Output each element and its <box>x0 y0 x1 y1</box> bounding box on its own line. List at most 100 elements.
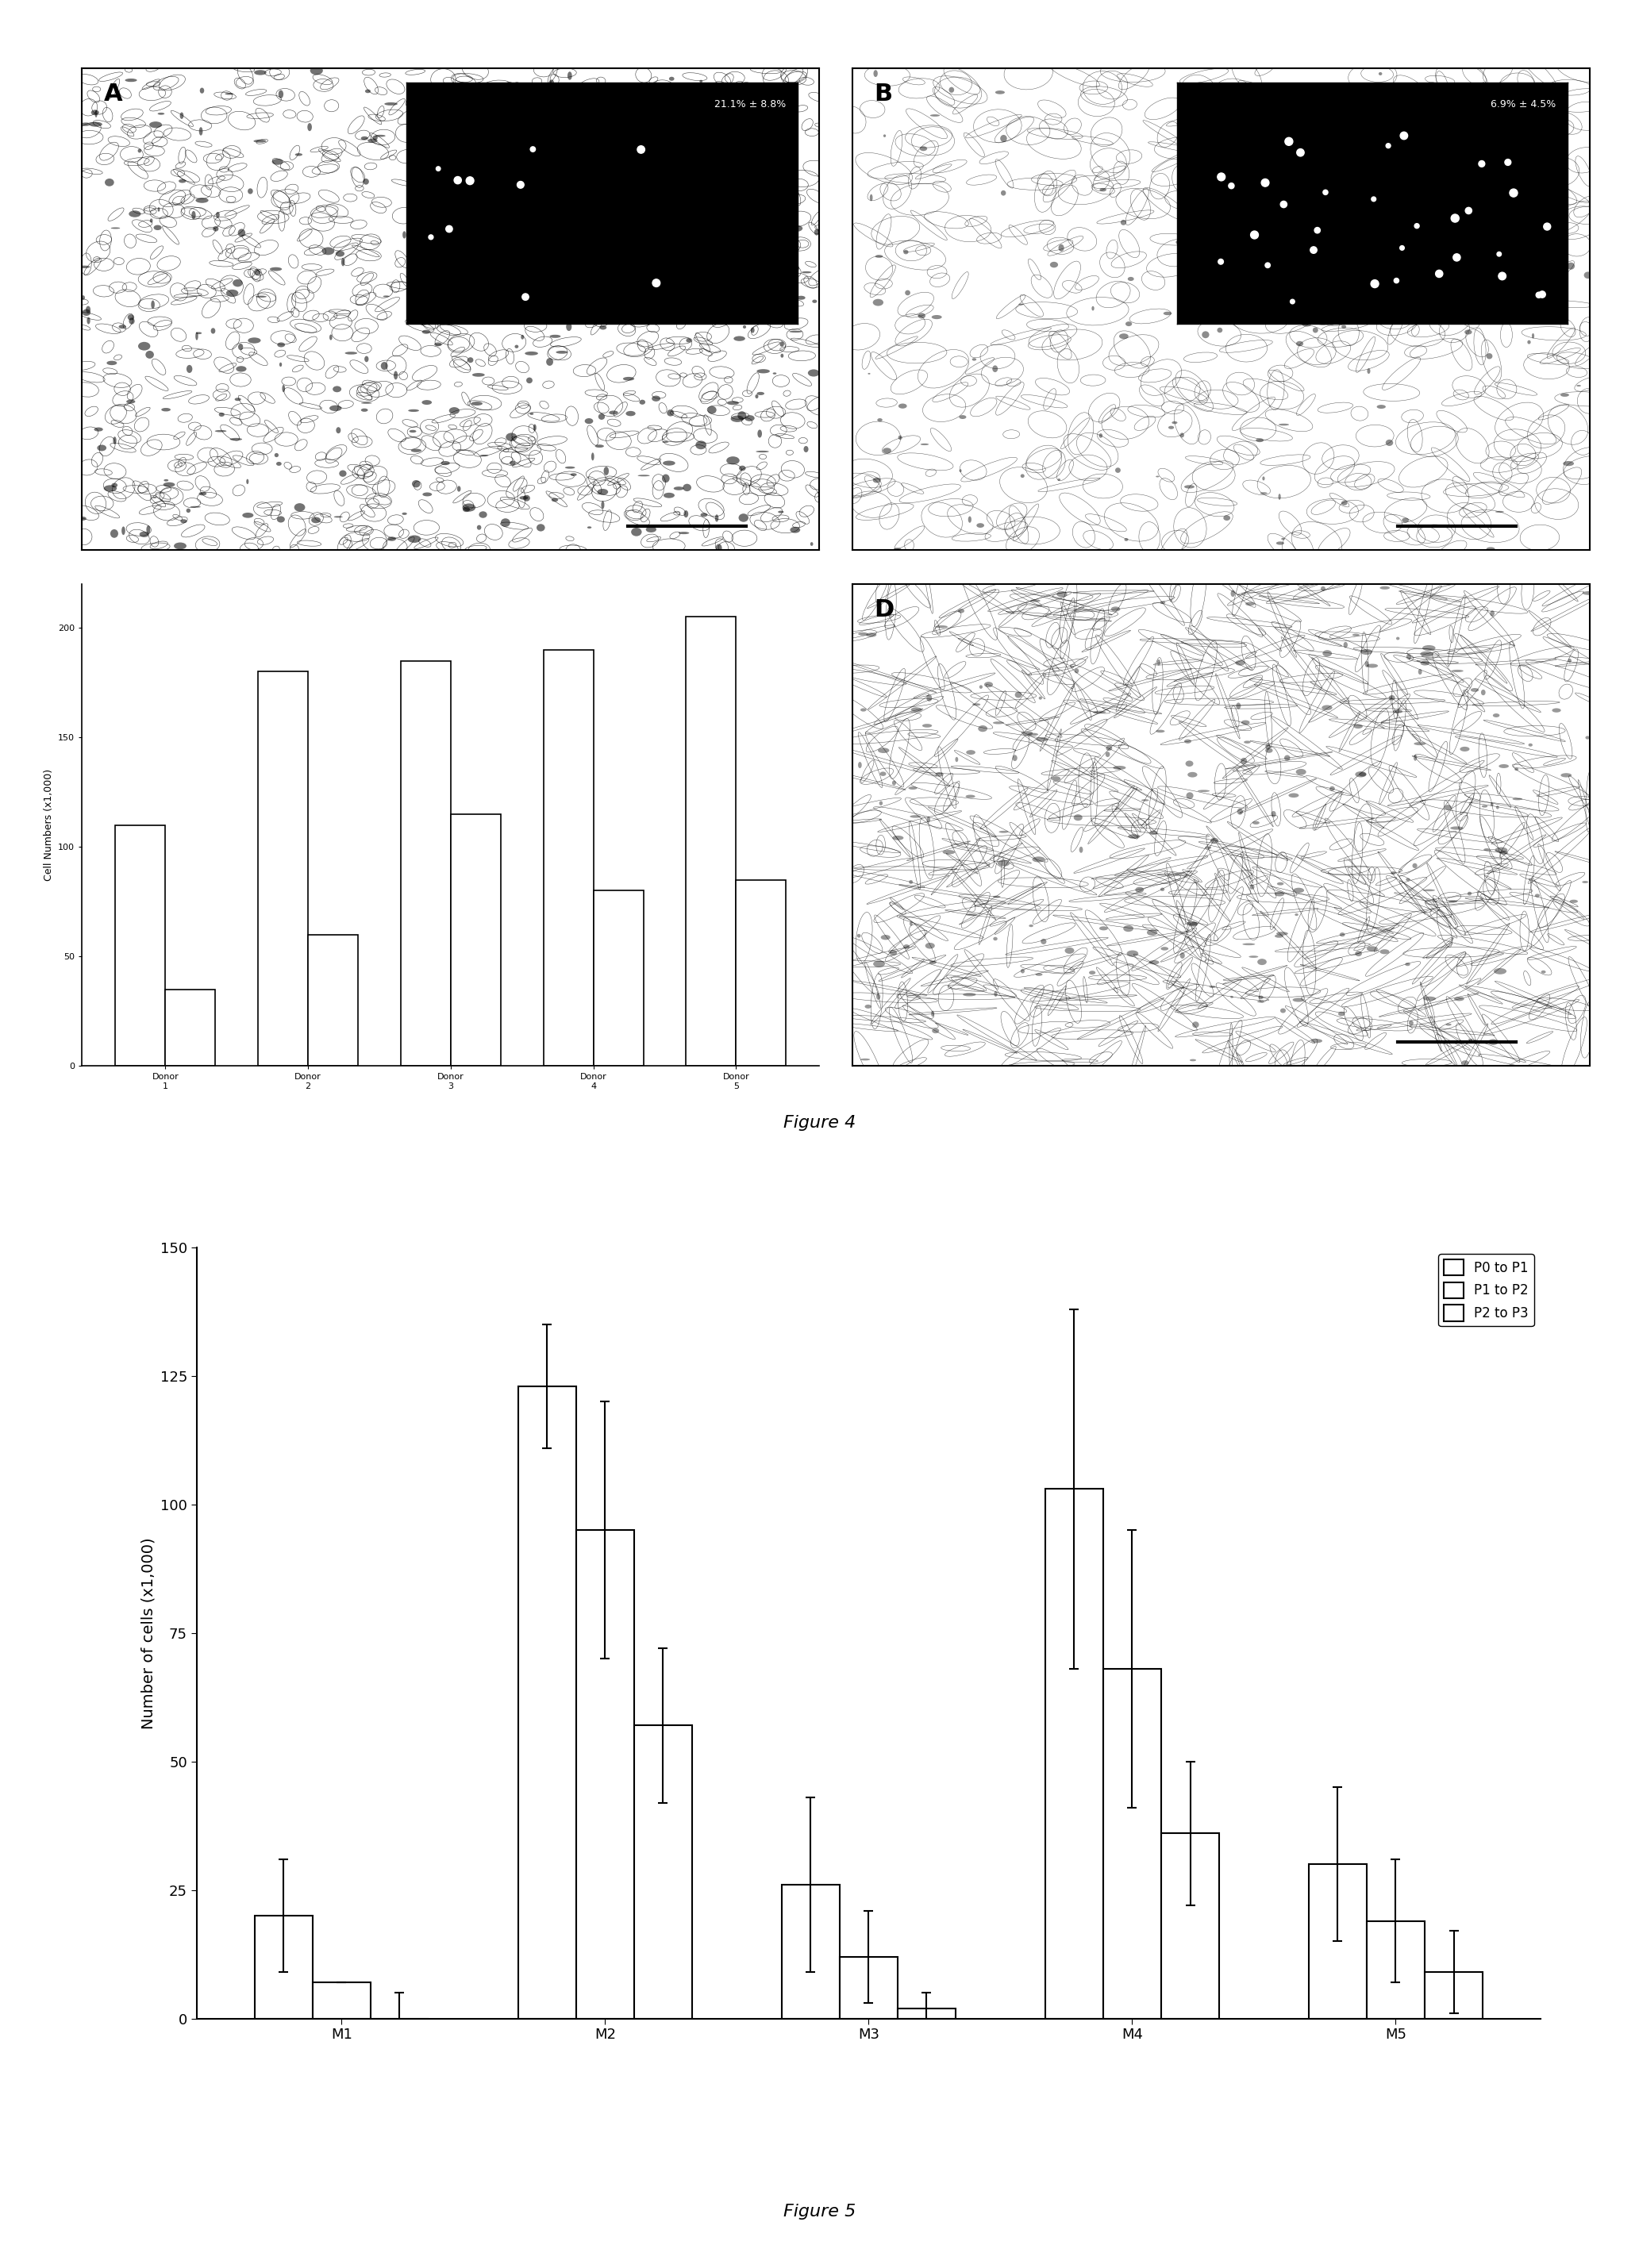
Ellipse shape <box>1075 669 1078 674</box>
Bar <box>736 880 787 1066</box>
Ellipse shape <box>279 91 284 98</box>
Ellipse shape <box>808 370 820 376</box>
Ellipse shape <box>1115 467 1121 474</box>
Ellipse shape <box>1367 946 1378 950</box>
Ellipse shape <box>859 762 862 769</box>
Ellipse shape <box>529 413 534 415</box>
Ellipse shape <box>972 703 980 705</box>
Ellipse shape <box>1313 327 1318 333</box>
Ellipse shape <box>667 411 674 417</box>
Ellipse shape <box>1413 864 1418 869</box>
Ellipse shape <box>1380 950 1390 955</box>
Ellipse shape <box>1105 751 1110 758</box>
Ellipse shape <box>880 771 887 776</box>
Ellipse shape <box>790 526 800 533</box>
Ellipse shape <box>118 324 126 329</box>
Ellipse shape <box>739 465 746 472</box>
Ellipse shape <box>936 771 944 776</box>
Ellipse shape <box>1462 1061 1469 1066</box>
Ellipse shape <box>408 535 421 542</box>
Ellipse shape <box>129 318 134 324</box>
Ellipse shape <box>942 850 956 855</box>
Ellipse shape <box>1121 220 1126 225</box>
Ellipse shape <box>700 513 708 517</box>
Ellipse shape <box>716 127 729 134</box>
Bar <box>313 1982 370 2019</box>
Ellipse shape <box>1500 850 1508 855</box>
Ellipse shape <box>639 399 646 404</box>
Ellipse shape <box>121 526 125 535</box>
Ellipse shape <box>892 835 903 839</box>
Ellipse shape <box>487 281 492 288</box>
Ellipse shape <box>631 528 642 535</box>
Ellipse shape <box>1111 606 1119 612</box>
Ellipse shape <box>767 150 770 156</box>
Ellipse shape <box>875 254 883 259</box>
Ellipse shape <box>1241 758 1247 764</box>
Ellipse shape <box>513 281 524 290</box>
Ellipse shape <box>1021 968 1024 973</box>
Ellipse shape <box>931 1012 934 1016</box>
Ellipse shape <box>874 70 879 77</box>
Ellipse shape <box>1429 82 1436 84</box>
Ellipse shape <box>1160 946 1169 950</box>
Ellipse shape <box>429 129 433 138</box>
Ellipse shape <box>1513 798 1523 801</box>
Ellipse shape <box>1355 950 1362 957</box>
Ellipse shape <box>1367 367 1370 374</box>
Ellipse shape <box>1123 925 1134 932</box>
Ellipse shape <box>1378 73 1382 75</box>
Ellipse shape <box>452 127 464 129</box>
Ellipse shape <box>1582 880 1588 882</box>
Ellipse shape <box>311 517 321 524</box>
Ellipse shape <box>1470 687 1478 692</box>
Ellipse shape <box>1482 82 1485 88</box>
Ellipse shape <box>1367 665 1378 667</box>
Ellipse shape <box>726 401 739 406</box>
Ellipse shape <box>79 265 90 268</box>
Ellipse shape <box>1431 168 1436 172</box>
Ellipse shape <box>272 159 284 166</box>
Ellipse shape <box>1041 939 1046 943</box>
Ellipse shape <box>541 281 547 286</box>
Ellipse shape <box>600 324 606 329</box>
Ellipse shape <box>1460 746 1470 751</box>
Ellipse shape <box>1180 433 1183 438</box>
Ellipse shape <box>552 95 564 102</box>
Ellipse shape <box>420 179 431 186</box>
Ellipse shape <box>546 358 554 365</box>
Ellipse shape <box>782 175 792 181</box>
Ellipse shape <box>467 358 474 363</box>
Ellipse shape <box>195 331 198 340</box>
Ellipse shape <box>626 411 636 415</box>
Ellipse shape <box>1147 930 1157 937</box>
Bar <box>254 1916 313 2019</box>
Ellipse shape <box>879 748 890 753</box>
Ellipse shape <box>211 329 215 333</box>
Ellipse shape <box>423 492 433 497</box>
Ellipse shape <box>513 268 516 274</box>
Ellipse shape <box>524 352 538 356</box>
Ellipse shape <box>549 79 554 88</box>
Ellipse shape <box>1223 515 1231 522</box>
Bar <box>898 2007 956 2019</box>
Ellipse shape <box>972 358 977 361</box>
Ellipse shape <box>716 544 721 551</box>
Ellipse shape <box>536 524 544 531</box>
Ellipse shape <box>634 186 639 191</box>
Ellipse shape <box>1296 340 1303 347</box>
Ellipse shape <box>421 399 431 404</box>
Ellipse shape <box>903 943 910 948</box>
Ellipse shape <box>1406 878 1410 880</box>
Ellipse shape <box>772 156 779 166</box>
Ellipse shape <box>543 320 546 322</box>
Ellipse shape <box>1380 585 1390 590</box>
Ellipse shape <box>336 252 344 256</box>
Ellipse shape <box>1185 921 1198 925</box>
Bar <box>1103 1669 1160 2019</box>
Ellipse shape <box>664 492 675 499</box>
Ellipse shape <box>595 91 606 100</box>
Ellipse shape <box>883 447 892 454</box>
Ellipse shape <box>752 265 757 270</box>
Ellipse shape <box>883 134 887 136</box>
